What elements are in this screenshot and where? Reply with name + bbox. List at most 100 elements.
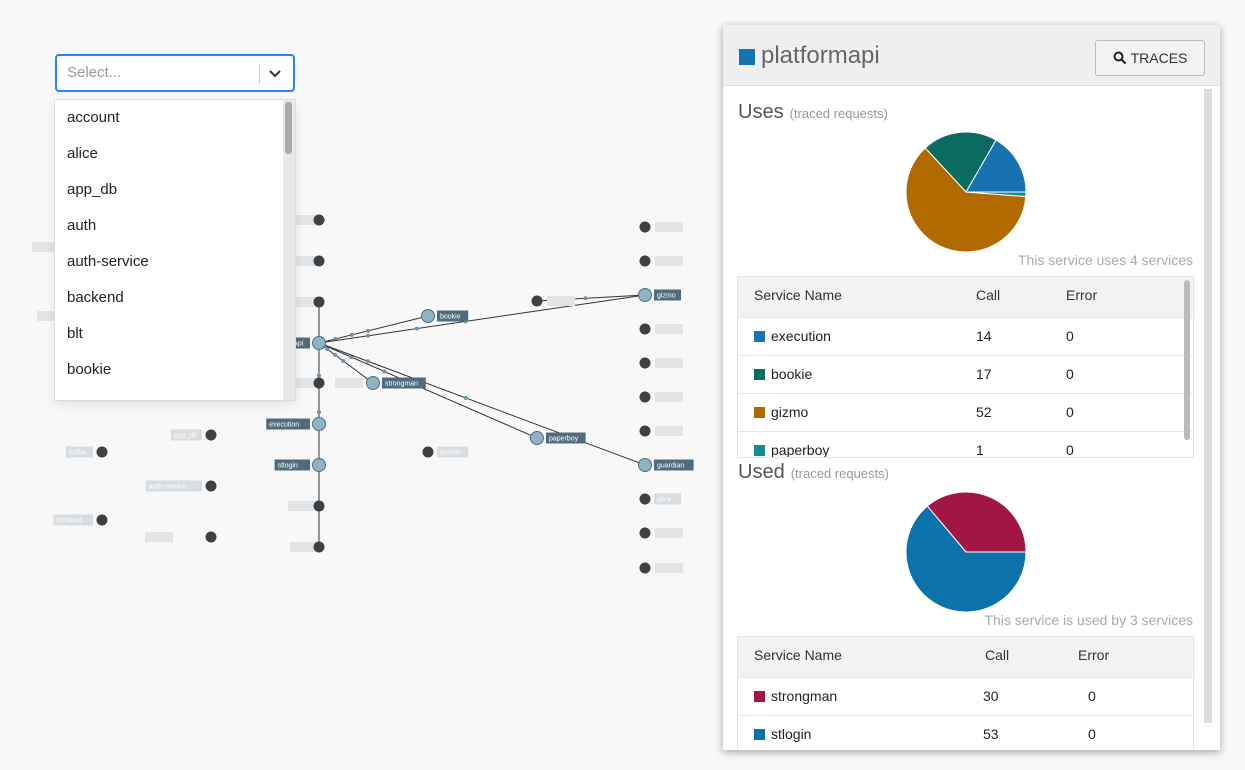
node-label: bookie xyxy=(440,314,461,321)
service-cell: bookie xyxy=(754,356,812,393)
option[interactable]: alice xyxy=(67,145,98,162)
edge-particle xyxy=(382,369,387,374)
scrollbar xyxy=(283,100,295,400)
table-row: execution 14 0 xyxy=(738,318,1193,356)
pie-slice xyxy=(924,131,997,193)
option[interactable]: app_db xyxy=(67,181,118,198)
edge xyxy=(318,342,646,466)
node-label-bg xyxy=(654,493,681,505)
edge-particle xyxy=(365,359,370,364)
option[interactable]: backend xyxy=(67,289,124,306)
node-label: paperboy xyxy=(549,436,579,443)
edge-particle xyxy=(325,347,330,351)
column-header: Error xyxy=(1078,647,1110,663)
faded-label xyxy=(290,215,318,225)
column-header: Service Name xyxy=(754,647,842,663)
color-swatch xyxy=(754,729,765,740)
node-label: frontend xyxy=(56,518,82,525)
chevron xyxy=(269,70,281,78)
service-name: strongman xyxy=(771,688,838,704)
service-name: paperboy xyxy=(771,442,830,457)
node-label: auth-service xyxy=(149,484,187,491)
table-row: strongman 30 0 xyxy=(738,678,1193,716)
node xyxy=(639,221,651,233)
option[interactable]: bookie xyxy=(67,361,112,378)
option[interactable]: auth-service xyxy=(67,253,149,270)
node-label-bg xyxy=(546,432,586,444)
column-header: Call xyxy=(985,647,1010,663)
node xyxy=(639,255,651,267)
summary: This service is used by 3 services xyxy=(984,612,1193,628)
node-label: guardian xyxy=(657,463,684,470)
table-header: Service Name Call Error xyxy=(738,277,1193,318)
heading-note: (traced requests) xyxy=(790,466,889,481)
error-cell: 0 xyxy=(1088,688,1096,704)
node-label-bg xyxy=(437,446,469,458)
node xyxy=(639,527,651,539)
node-label-bg xyxy=(437,310,469,322)
error-cell: 0 xyxy=(1066,366,1074,382)
node xyxy=(313,296,325,308)
service-cell: paperboy xyxy=(754,432,829,457)
edge-particle xyxy=(341,359,346,363)
node-label-bg xyxy=(382,377,426,389)
service-name: gizmo xyxy=(771,404,809,420)
node xyxy=(639,357,651,369)
node xyxy=(530,431,544,445)
node xyxy=(96,446,108,458)
faded-label xyxy=(655,324,683,334)
node-label-bg xyxy=(654,459,694,471)
node xyxy=(313,541,325,553)
node-label-bg xyxy=(66,446,93,458)
node-label: api xyxy=(294,341,304,348)
faded-label xyxy=(290,297,318,307)
option[interactable]: blt xyxy=(67,325,83,342)
faded-label xyxy=(655,222,683,232)
node-label: stlogin xyxy=(278,463,298,470)
option[interactable]: account xyxy=(67,109,120,126)
faded-label xyxy=(655,563,683,573)
faded-label xyxy=(145,532,173,542)
pie-slice xyxy=(905,505,1027,613)
color-swatch xyxy=(754,331,765,342)
node-label: alice xyxy=(657,497,672,504)
service-cell: stlogin xyxy=(754,716,811,750)
button-label: TRACES xyxy=(1130,50,1188,66)
table-row: gizmo 52 0 xyxy=(738,394,1193,432)
node xyxy=(531,295,543,307)
node xyxy=(639,323,651,335)
node-label: app_db xyxy=(174,433,197,440)
service-table: Service Name Call Error execution 14 0 bookie 1… xyxy=(738,277,1193,457)
edge-particle xyxy=(317,410,321,415)
service-color xyxy=(739,49,755,65)
heading-text: Uses xyxy=(738,101,784,123)
traces-button[interactable]: TRACES xyxy=(1095,40,1205,76)
pie-chart xyxy=(905,491,1027,613)
faded-label xyxy=(655,528,683,538)
service-table: Service Name Call Error strongman 30 0 stlogin… xyxy=(738,637,1193,750)
node xyxy=(313,377,325,389)
service-cell: execution xyxy=(754,318,831,355)
color-swatch xyxy=(754,407,765,418)
edge-particle xyxy=(349,332,354,337)
faded-label xyxy=(37,311,65,321)
panel-header: platformapi TRACES xyxy=(723,25,1220,86)
edge xyxy=(318,342,538,439)
service-cell: strongman xyxy=(754,678,837,715)
service-select[interactable]: Select... xyxy=(55,54,295,92)
color-swatch xyxy=(754,369,765,380)
panel-title: platformapi xyxy=(761,42,880,69)
faded-label xyxy=(547,296,575,306)
node xyxy=(639,562,651,574)
node xyxy=(96,514,108,526)
edge-particle xyxy=(365,333,370,338)
call-cell: 17 xyxy=(976,366,992,382)
column-header: Call xyxy=(976,287,1001,303)
table-header: Service Name Call Error xyxy=(738,637,1193,678)
node xyxy=(366,376,380,390)
option[interactable]: auth xyxy=(67,217,97,234)
edge-particle xyxy=(414,326,419,331)
node xyxy=(312,336,326,350)
service-panel: platformapi TRACES Uses (traced requests)… xyxy=(723,25,1220,750)
